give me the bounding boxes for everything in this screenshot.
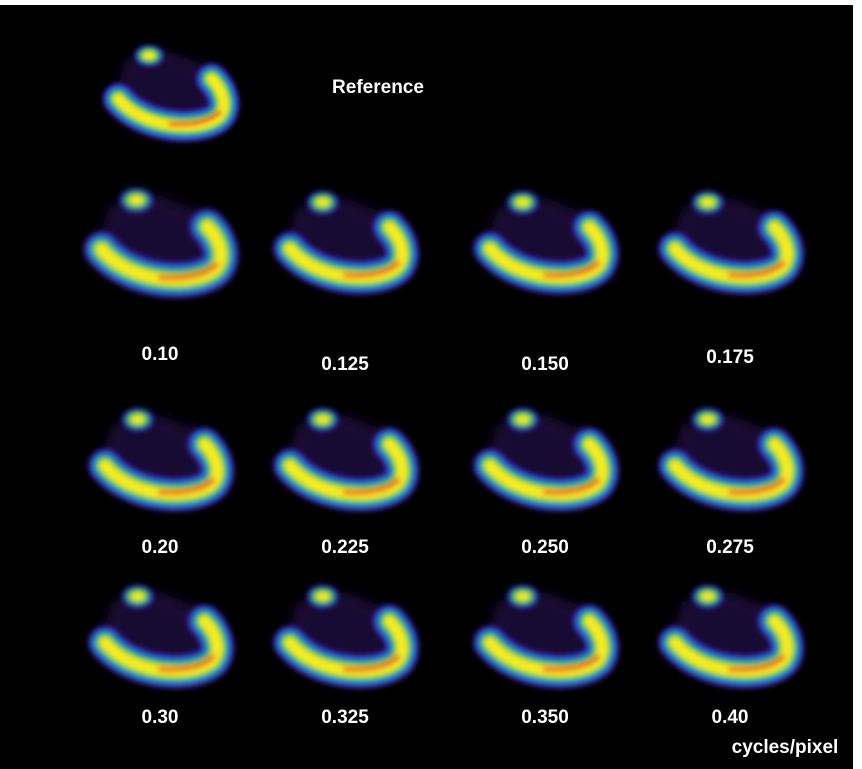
panel-label: 0.350 (521, 707, 569, 728)
panel-label: 0.175 (706, 347, 754, 368)
panel-label: 0.275 (706, 537, 754, 558)
panel-label: 0.125 (321, 354, 369, 375)
reference-label: Reference (332, 77, 424, 98)
panel-label: 0.225 (321, 537, 369, 558)
panel-label: 0.150 (521, 354, 569, 375)
right-margin (853, 0, 862, 769)
unit-label: cycles/pixel (732, 737, 839, 758)
panel-label: 0.20 (142, 537, 179, 558)
top-margin (0, 0, 862, 5)
panel-label: 0.250 (521, 537, 569, 558)
panel-label: 0.325 (321, 707, 369, 728)
figure: Reference cycles/pixel 0.10 0.125 0.150 0.1… (0, 0, 862, 769)
panel-label: 0.40 (712, 707, 749, 728)
page: Reference cycles/pixel 0.10 0.125 0.150 0.1… (0, 0, 862, 769)
panel-label: 0.30 (142, 707, 179, 728)
panel-label: 0.10 (142, 344, 179, 365)
